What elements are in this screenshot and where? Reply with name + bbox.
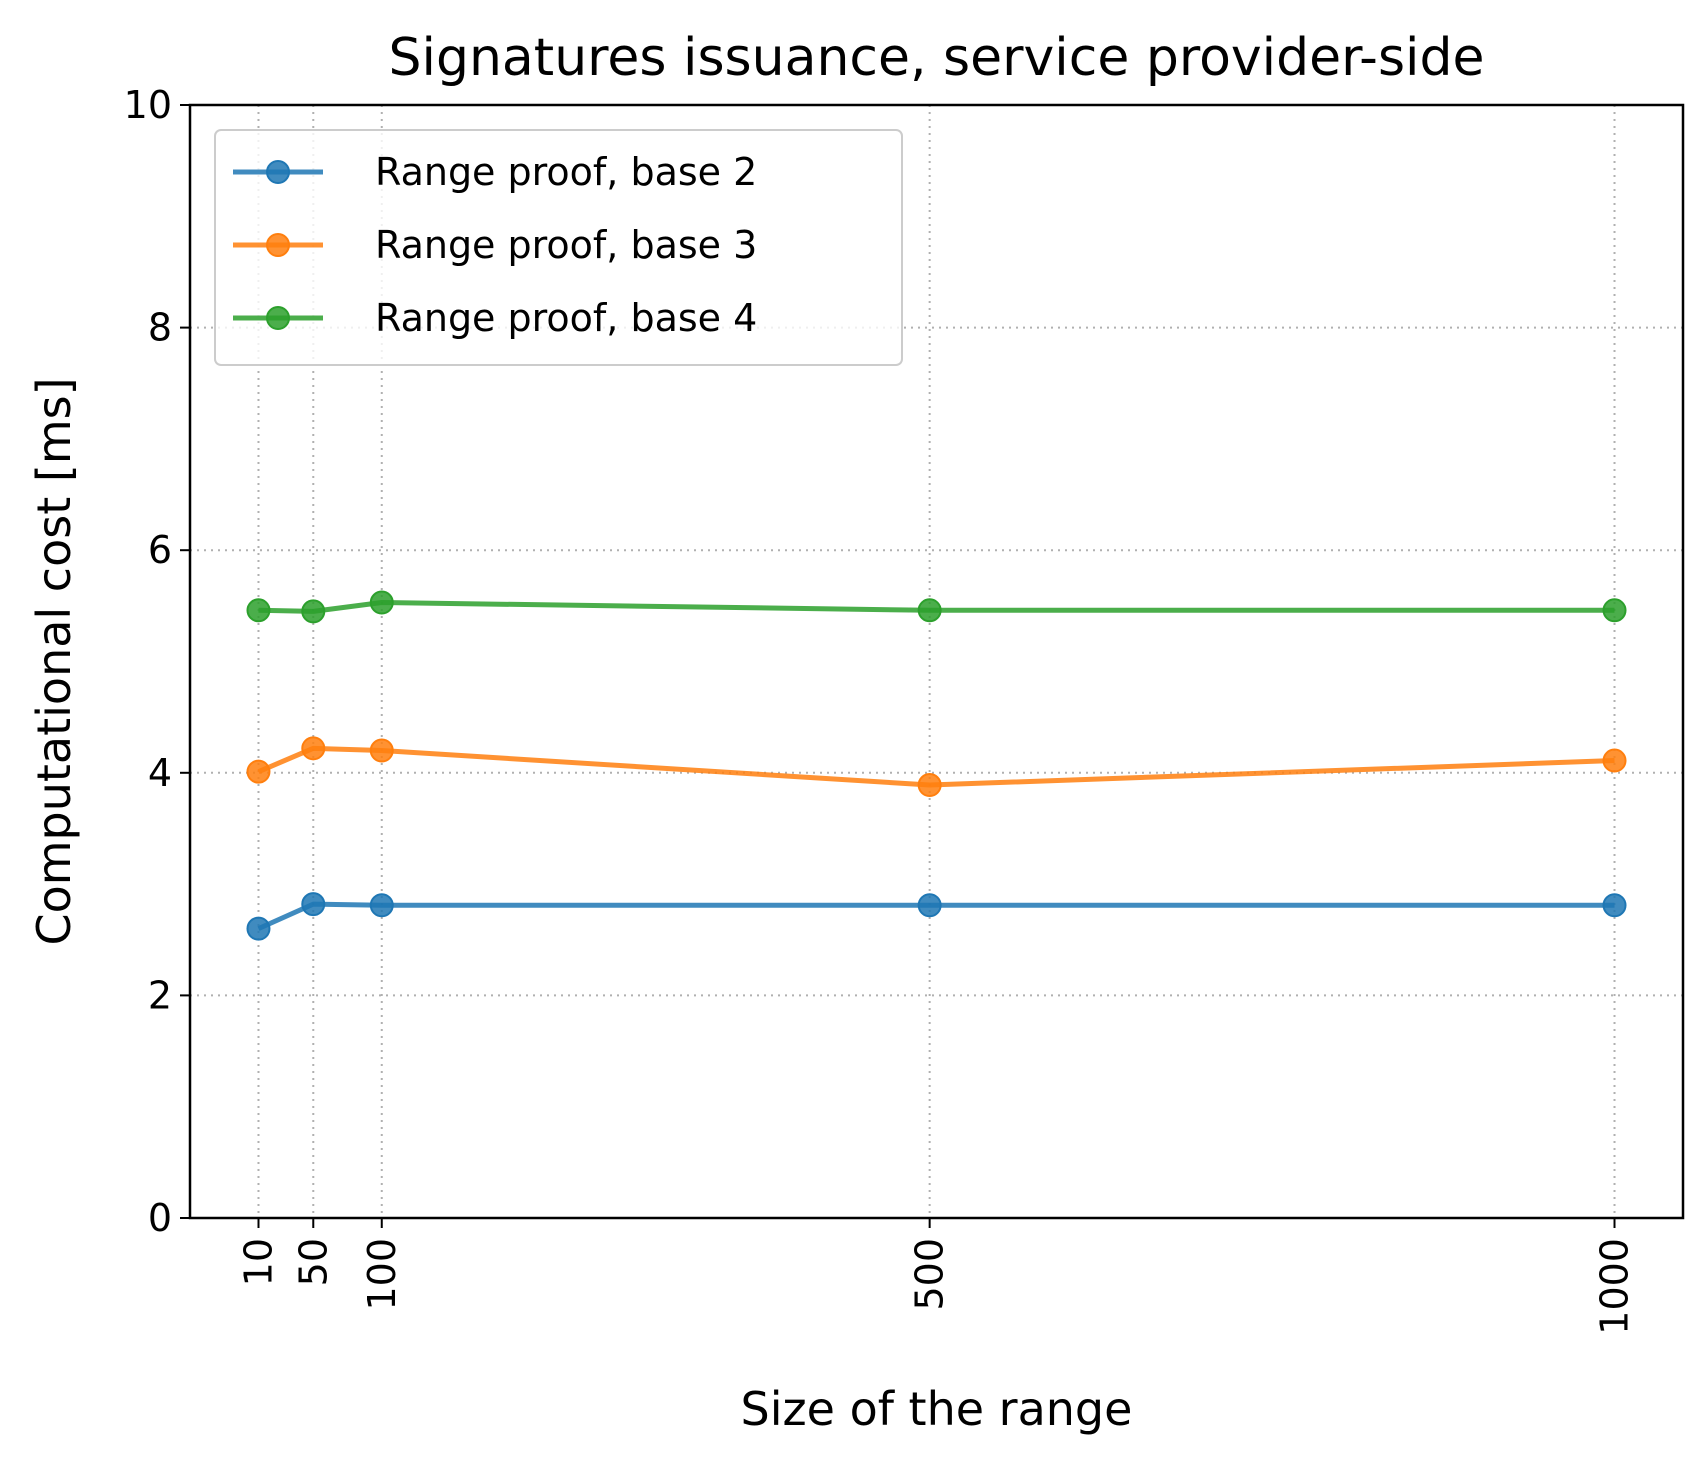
data-point: [369, 893, 394, 918]
data-point: [301, 892, 326, 917]
chart-title: Signatures issuance, service provider-si…: [389, 28, 1485, 88]
data-point: [1602, 748, 1627, 773]
data-point: [917, 773, 942, 798]
x-tick-label: 50: [291, 1238, 335, 1286]
data-point: [917, 598, 942, 623]
x-tick-label: 10: [236, 1238, 280, 1286]
x-tick-label: 500: [908, 1238, 952, 1311]
legend-label: Range proof, base 2: [375, 150, 757, 194]
series-3: [246, 590, 1627, 624]
x-axis-label: Size of the range: [741, 1382, 1133, 1436]
series-layer: [246, 590, 1627, 941]
legend-item: Range proof, base 4: [233, 296, 757, 340]
x-tick-label: 100: [360, 1238, 404, 1311]
data-point: [246, 916, 271, 941]
y-tick-label: 0: [148, 1196, 172, 1240]
data-point: [301, 736, 326, 761]
y-tick-label: 6: [148, 528, 172, 572]
y-tick-label: 8: [148, 306, 172, 350]
y-tick-label: 2: [148, 973, 172, 1017]
data-point: [1602, 598, 1627, 623]
data-point: [246, 598, 271, 623]
y-axis-label: Computational cost [ms]: [27, 377, 81, 945]
data-point: [369, 590, 394, 615]
plot-area-frame: [188, 103, 1685, 1220]
data-point: [301, 599, 326, 624]
x-tick-label: 1000: [1593, 1238, 1637, 1335]
legend: Range proof, base 2 Range proof, base 3 Ra…: [214, 129, 903, 366]
legend-item: Range proof, base 2: [233, 150, 757, 194]
data-point: [246, 759, 271, 784]
legend-box: [214, 129, 903, 366]
data-point: [369, 738, 394, 763]
legend-item: Range proof, base 3: [233, 223, 757, 267]
data-point: [1602, 893, 1627, 918]
series-2: [246, 736, 1627, 798]
y-tick-label: 10: [124, 83, 172, 127]
legend-marker: [266, 306, 290, 330]
legend-label: Range proof, base 3: [375, 223, 757, 267]
legend-marker: [266, 160, 290, 184]
legend-label: Range proof, base 4: [375, 296, 757, 340]
y-tick-label: 4: [148, 751, 172, 795]
legend-marker: [266, 233, 290, 257]
legend-items: Range proof, base 2 Range proof, base 3 Ra…: [233, 150, 757, 340]
series-1: [246, 892, 1627, 941]
data-point: [917, 893, 942, 918]
